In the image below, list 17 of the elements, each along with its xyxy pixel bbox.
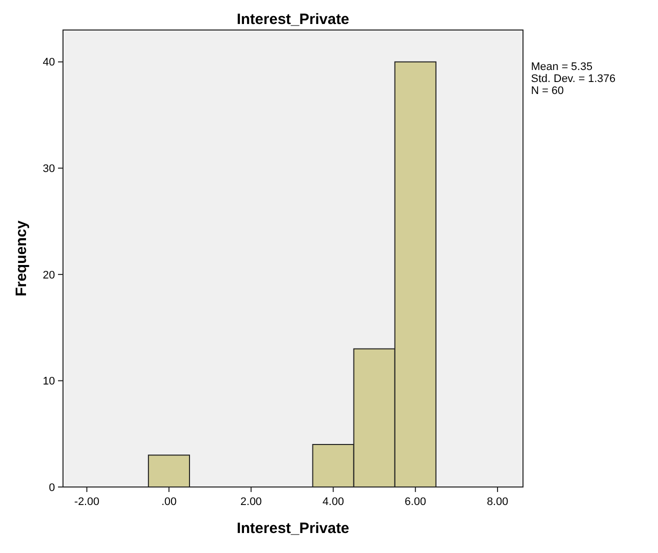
x-tick-label: 8.00 — [486, 496, 508, 508]
text: N = 60 — [531, 85, 564, 97]
x-axis-title: Interest_Private — [236, 520, 350, 537]
chart-title: Interest_Private — [236, 11, 350, 28]
x-tick-label: 2.00 — [240, 496, 262, 508]
y-axis-title: Frequency — [13, 220, 30, 296]
y-tick-label: 10 — [42, 376, 55, 388]
y-tick-label: 30 — [42, 163, 55, 176]
y-tick-label: 0 — [48, 482, 55, 494]
x-tick-label: 4.00 — [322, 496, 344, 508]
x-tick-label: 6.00 — [404, 496, 426, 508]
x-tick-label: -2.00 — [74, 496, 100, 508]
y-tick-label: 20 — [42, 269, 55, 282]
text: Mean = 5.35 — [531, 61, 592, 73]
x-tick-label: .00 — [161, 496, 177, 508]
text: Std. Dev. = 1.376 — [531, 73, 616, 85]
y-tick-label: 40 — [42, 56, 55, 69]
